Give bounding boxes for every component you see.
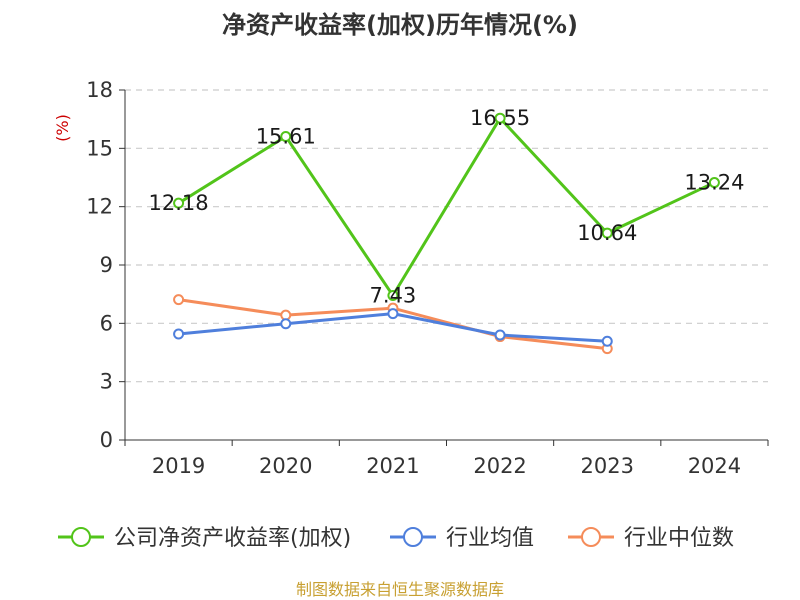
data-point — [601, 227, 613, 239]
series-line-0 — [177, 116, 716, 298]
legend-item-0[interactable]: 公司净资产收益率(加权) — [58, 526, 351, 551]
x-tick-label: 2019 — [152, 454, 205, 478]
x-tick-label: 2020 — [259, 454, 312, 478]
data-label: 15.61 — [256, 124, 316, 148]
legend-marker — [71, 527, 91, 547]
legend-label: 行业均值 — [446, 526, 534, 551]
data-point — [173, 294, 185, 306]
source-note: 制图数据来自恒生聚源数据库 — [296, 580, 504, 599]
data-point — [280, 130, 292, 142]
data-label: 16.55 — [470, 106, 530, 130]
y-axis-unit-label: (%) — [53, 114, 72, 142]
y-tick-label: 6 — [100, 311, 113, 335]
data-label: 7.43 — [370, 284, 417, 308]
data-label: 13.24 — [684, 171, 744, 195]
y-tick-label: 0 — [100, 428, 113, 452]
axes: 0 3 6 9 12 15 18 2019 2020 2021 2022 2023 2024 — [86, 78, 769, 478]
data-label: 12.18 — [149, 191, 209, 215]
gridlines — [125, 89, 768, 383]
data-point — [280, 318, 292, 330]
data-point — [387, 308, 399, 320]
legend-marker — [403, 527, 423, 547]
legend-item-1[interactable]: 行业均值 — [390, 526, 534, 551]
y-tick-label: 3 — [100, 370, 113, 394]
y-tick-label: 12 — [86, 195, 113, 219]
x-tick-label: 2023 — [581, 454, 634, 478]
x-tick-label: 2021 — [366, 454, 419, 478]
x-tick-label: 2024 — [688, 454, 741, 478]
legend-marker — [581, 527, 601, 547]
data-point — [708, 177, 720, 189]
data-labels: 12.18 15.61 7.43 16.55 10.64 13.24 — [149, 106, 745, 307]
legend-label: 公司净资产收益率(加权) — [114, 526, 351, 551]
y-tick-label: 15 — [86, 136, 113, 160]
data-point — [494, 329, 506, 341]
y-tick-label: 9 — [100, 253, 113, 277]
x-tick-label: 2022 — [473, 454, 526, 478]
legend[interactable]: 公司净资产收益率(加权) 行业均值 行业中位数 — [58, 526, 734, 551]
data-point — [173, 197, 185, 209]
series-lines — [173, 112, 720, 355]
chart-title: 净资产收益率(加权)历年情况(%) — [222, 11, 578, 39]
legend-item-2[interactable]: 行业中位数 — [568, 526, 734, 551]
y-tick-label: 18 — [86, 78, 113, 102]
data-point — [173, 328, 185, 340]
data-label: 10.64 — [577, 221, 637, 245]
data-point — [601, 335, 613, 347]
data-point — [494, 112, 506, 124]
legend-label: 行业中位数 — [624, 526, 734, 551]
data-point — [387, 290, 399, 302]
